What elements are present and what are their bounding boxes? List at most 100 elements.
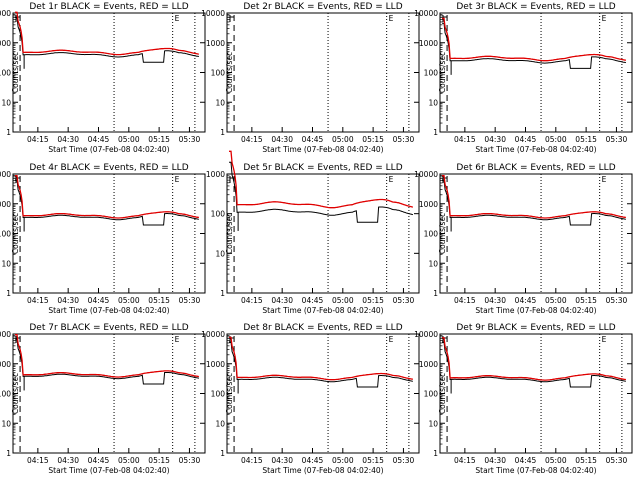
x-tick-label: 05:00 bbox=[332, 296, 354, 305]
panel-title: Det 1r BLACK = Events, RED = LLD bbox=[29, 2, 188, 12]
y-tick-label: 1000 bbox=[206, 360, 225, 369]
x-tick-label: 04:15 bbox=[27, 296, 49, 305]
x-tick-label: 04:15 bbox=[27, 135, 49, 144]
y-tick-label: 100 bbox=[211, 210, 226, 219]
y-tick-label: 1 bbox=[433, 449, 438, 458]
y-tick-label: 10000 bbox=[414, 330, 438, 339]
plot-frame bbox=[12, 333, 206, 454]
chart-panel-4: Det 4r BLACK = Events, RED = LLD 1 10 100 10… bbox=[0, 163, 206, 315]
panel-title: Det 3r BLACK = Events, RED = LLD bbox=[456, 2, 615, 12]
y-tick-label: 1 bbox=[220, 449, 225, 458]
lld-series-line bbox=[15, 175, 200, 219]
y-tick-label: 10 bbox=[1, 419, 11, 428]
y-tick-label: 100 bbox=[0, 230, 11, 239]
x-axis-label: Start Time (07-Feb-08 04:02:40) bbox=[262, 306, 383, 315]
y-axis-label: Counts/sec bbox=[11, 213, 20, 254]
x-tick-label: 05:30 bbox=[179, 456, 201, 465]
x-tick-label: 05:30 bbox=[179, 135, 201, 144]
y-tick-label: 1 bbox=[6, 449, 11, 458]
y-tick-label: 10 bbox=[1, 259, 11, 268]
plot-frame bbox=[439, 173, 633, 294]
top-marker-letter: E bbox=[175, 175, 180, 184]
events-series-line bbox=[229, 161, 413, 223]
panel-title: Det 9r BLACK = Events, RED = LLD bbox=[456, 323, 615, 333]
plot-frame bbox=[226, 12, 420, 133]
events-series-line bbox=[229, 341, 413, 388]
x-tick-label: 05:15 bbox=[148, 135, 170, 144]
chart-panel-2: Det 2r BLACK = Events, RED = LLD 1 10 100 10… bbox=[201, 2, 420, 154]
top-marker-letter: E bbox=[175, 335, 180, 344]
x-tick-label: 05:00 bbox=[118, 135, 140, 144]
y-axis-label: Counts/sec bbox=[225, 52, 234, 93]
lld-series-line bbox=[15, 334, 200, 378]
lld-series-line bbox=[229, 336, 413, 381]
lld-series-line bbox=[229, 150, 414, 209]
y-tick-label: 10 bbox=[428, 259, 438, 268]
x-tick-label: 05:30 bbox=[606, 296, 628, 305]
x-axis-label: Start Time (07-Feb-08 04:02:40) bbox=[262, 466, 383, 475]
y-tick-label: 10 bbox=[428, 419, 438, 428]
x-tick-label: 05:00 bbox=[332, 456, 354, 465]
y-tick-label: 10000 bbox=[414, 170, 438, 179]
y-tick-label: 10000 bbox=[0, 330, 11, 339]
x-tick-label: 04:15 bbox=[454, 296, 476, 305]
y-tick-label: 1000 bbox=[0, 39, 11, 48]
plot-frame bbox=[439, 333, 633, 454]
x-axis-label: Start Time (07-Feb-08 04:02:40) bbox=[475, 466, 596, 475]
x-tick-label: 05:30 bbox=[179, 296, 201, 305]
x-axis-label: Start Time (07-Feb-08 04:02:40) bbox=[475, 145, 596, 154]
x-tick-label: 04:15 bbox=[241, 135, 263, 144]
x-tick-label: 05:00 bbox=[545, 456, 567, 465]
y-tick-label: 10 bbox=[215, 419, 225, 428]
chart-panel-7: Det 7r BLACK = Events, RED = LLD 1 10 100 10… bbox=[0, 323, 206, 475]
x-tick-label: 05:15 bbox=[575, 296, 597, 305]
y-tick-label: 1000 bbox=[419, 39, 438, 48]
y-tick-label: 1000 bbox=[419, 360, 438, 369]
x-tick-label: 04:45 bbox=[515, 456, 537, 465]
x-tick-label: 04:15 bbox=[454, 456, 476, 465]
panel-title: Det 2r BLACK = Events, RED = LLD bbox=[243, 2, 402, 12]
y-tick-label: 10000 bbox=[414, 9, 438, 18]
x-tick-label: 05:00 bbox=[545, 296, 567, 305]
events-series-line bbox=[15, 179, 199, 226]
x-tick-label: 05:30 bbox=[606, 456, 628, 465]
x-tick-label: 05:15 bbox=[148, 296, 170, 305]
x-tick-label: 04:45 bbox=[302, 135, 324, 144]
top-marker-letter: E bbox=[602, 14, 607, 23]
y-axis-label: Counts/sec bbox=[438, 373, 447, 414]
x-tick-label: 05:00 bbox=[118, 296, 140, 305]
plot-frame bbox=[12, 12, 206, 133]
chart-panel-9: Det 9r BLACK = Events, RED = LLD 1 10 100 10… bbox=[414, 323, 633, 475]
x-tick-label: 04:45 bbox=[302, 456, 324, 465]
top-marker-letter: E bbox=[389, 175, 394, 184]
events-series-line bbox=[442, 179, 626, 226]
x-tick-label: 04:15 bbox=[454, 135, 476, 144]
events-series-line bbox=[15, 16, 199, 63]
y-tick-label: 100 bbox=[0, 69, 11, 78]
x-axis-label: Start Time (07-Feb-08 04:02:40) bbox=[262, 145, 383, 154]
x-tick-label: 04:45 bbox=[88, 456, 110, 465]
y-axis-label: Counts/sec bbox=[438, 52, 447, 93]
x-tick-label: 05:00 bbox=[332, 135, 354, 144]
lld-series-line bbox=[442, 337, 627, 381]
y-tick-label: 10 bbox=[428, 98, 438, 107]
y-tick-label: 1000 bbox=[419, 200, 438, 209]
x-tick-label: 05:30 bbox=[393, 135, 415, 144]
y-tick-label: 100 bbox=[424, 230, 439, 239]
plot-frame bbox=[439, 12, 633, 133]
x-tick-label: 04:30 bbox=[484, 456, 506, 465]
panel-title: Det 6r BLACK = Events, RED = LLD bbox=[456, 163, 615, 173]
y-tick-label: 1000 bbox=[206, 39, 225, 48]
chart-panel-3: Det 3r BLACK = Events, RED = LLD 1 10 100 10… bbox=[414, 2, 633, 154]
y-axis-label: Counts/sec bbox=[11, 52, 20, 93]
panel-title: Det 8r BLACK = Events, RED = LLD bbox=[243, 323, 402, 333]
x-tick-label: 04:45 bbox=[302, 296, 324, 305]
x-tick-label: 04:45 bbox=[515, 296, 537, 305]
panel-title: Det 4r BLACK = Events, RED = LLD bbox=[29, 163, 188, 173]
x-tick-label: 04:30 bbox=[57, 135, 79, 144]
y-tick-label: 100 bbox=[211, 69, 226, 78]
y-tick-label: 10000 bbox=[0, 9, 11, 18]
plot-frame bbox=[226, 173, 420, 294]
x-tick-label: 04:15 bbox=[241, 296, 263, 305]
events-series-line bbox=[442, 22, 626, 69]
